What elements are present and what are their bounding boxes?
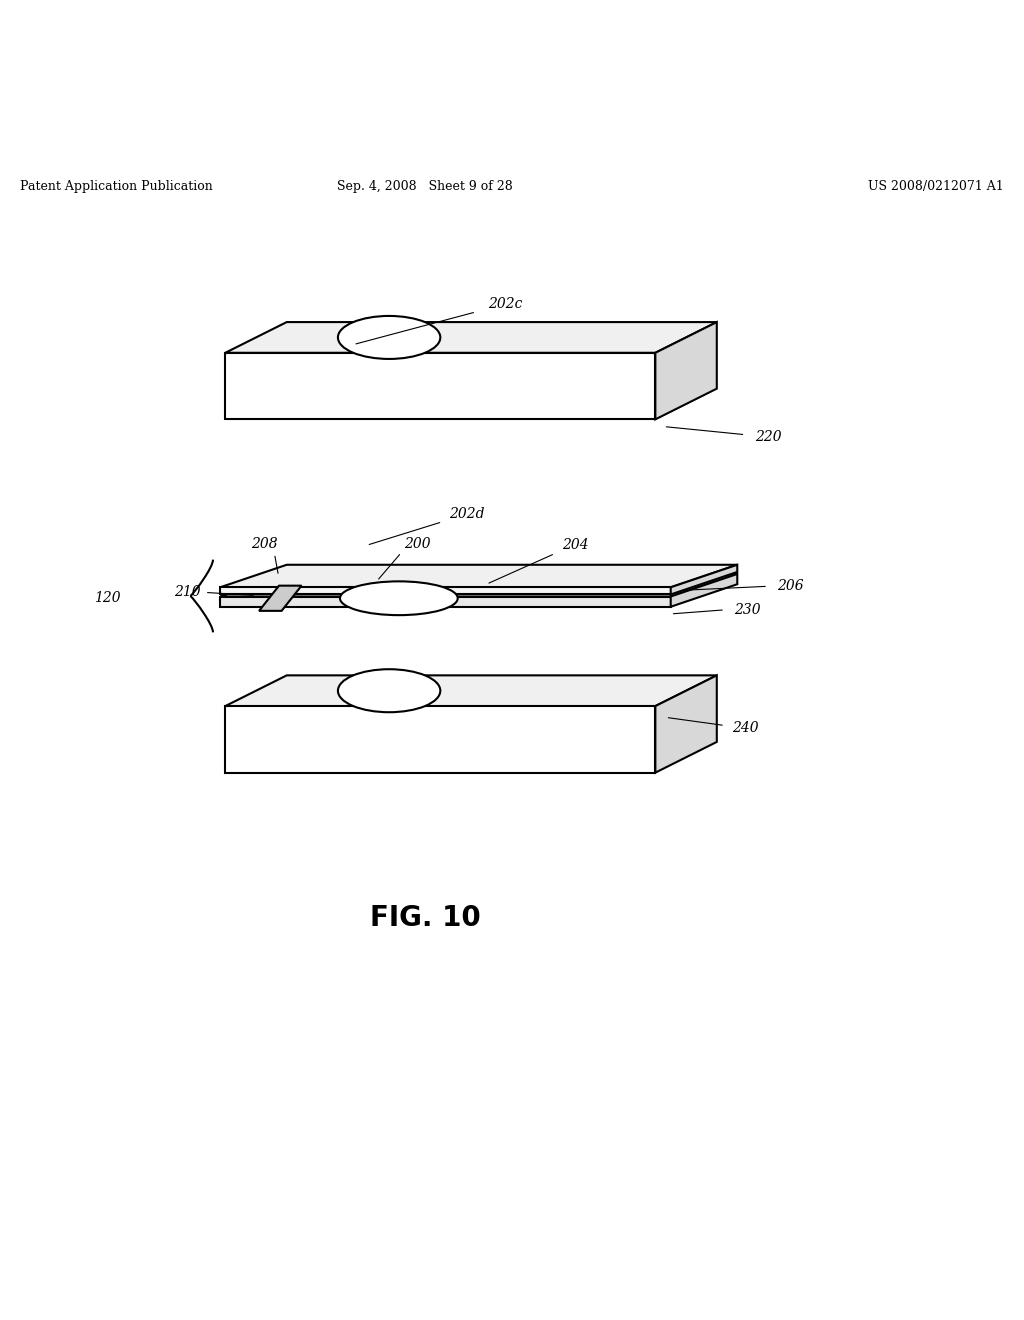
Polygon shape	[220, 597, 671, 607]
Text: Patent Application Publication: Patent Application Publication	[20, 181, 213, 194]
Text: 220: 220	[755, 430, 781, 444]
Polygon shape	[220, 574, 737, 597]
Text: 230: 230	[734, 603, 761, 616]
Polygon shape	[225, 706, 655, 772]
Text: 208: 208	[251, 537, 278, 552]
Polygon shape	[220, 565, 737, 587]
Text: 240: 240	[732, 721, 759, 735]
Text: 206: 206	[777, 579, 804, 593]
Polygon shape	[225, 322, 717, 352]
Ellipse shape	[340, 581, 458, 615]
Polygon shape	[225, 676, 717, 706]
Polygon shape	[671, 565, 737, 594]
Polygon shape	[225, 352, 655, 420]
Polygon shape	[220, 587, 671, 594]
Ellipse shape	[338, 669, 440, 713]
Polygon shape	[259, 586, 302, 611]
Text: 202d: 202d	[450, 507, 484, 520]
Polygon shape	[655, 676, 717, 772]
Text: 120: 120	[94, 590, 121, 605]
Text: FIG. 10: FIG. 10	[370, 904, 480, 932]
Ellipse shape	[338, 315, 440, 359]
Polygon shape	[671, 574, 737, 607]
Text: 210: 210	[174, 585, 201, 599]
Text: 200: 200	[404, 537, 431, 552]
Text: 204: 204	[562, 539, 589, 552]
Polygon shape	[655, 322, 717, 420]
Text: Sep. 4, 2008   Sheet 9 of 28: Sep. 4, 2008 Sheet 9 of 28	[337, 181, 513, 194]
Text: 202c: 202c	[487, 297, 522, 310]
Text: US 2008/0212071 A1: US 2008/0212071 A1	[867, 181, 1004, 194]
